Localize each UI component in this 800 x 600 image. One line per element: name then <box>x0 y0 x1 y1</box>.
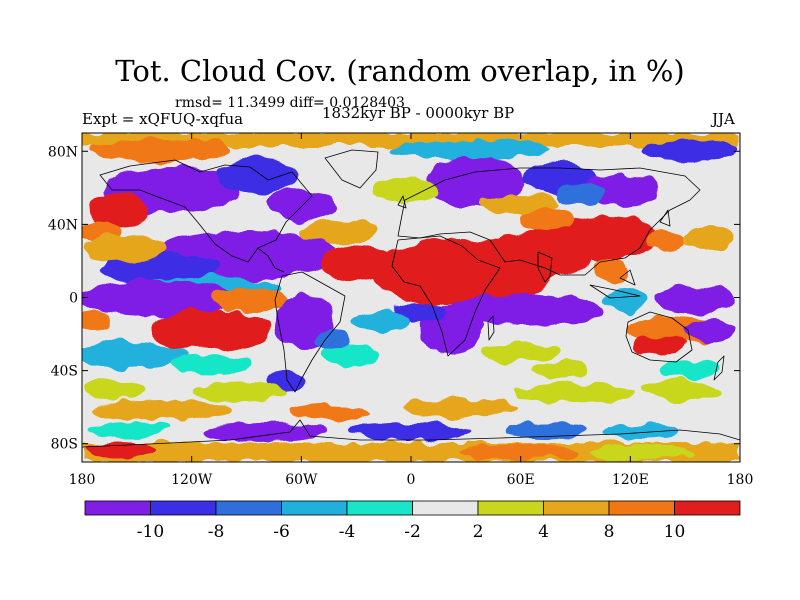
colorbar-swatch <box>674 500 741 516</box>
colorbar-swatch <box>477 500 544 516</box>
lon-label: 180 <box>69 472 96 488</box>
lat-label: 40N <box>48 217 78 233</box>
colorbar-label: 2 <box>473 522 484 542</box>
longitude-axis: 180 120W 60W 0 60E 120E 180 <box>69 133 754 488</box>
lon-label: 120W <box>171 472 213 488</box>
experiment-label: Expt = xQFUQ-xqfua <box>82 110 244 128</box>
colorbar-swatch <box>412 500 479 516</box>
time-period: 1832kyr BP - 0000kyr BP <box>322 104 515 122</box>
colorbar-label: -4 <box>339 522 356 542</box>
colorbar-swatch <box>543 500 610 516</box>
latitude-axis: 80N 40N 0 40S 80S <box>48 144 740 453</box>
coastlines <box>82 149 740 448</box>
lat-label: 40S <box>51 364 78 380</box>
lon-label: 0 <box>407 472 416 488</box>
lon-label: 60W <box>285 472 318 488</box>
plot-title: Tot. Cloud Cov. (random overlap, in %) <box>115 54 685 88</box>
colorbar-label: -8 <box>208 522 225 542</box>
colorbar-label: -6 <box>273 522 290 542</box>
lat-label: 0 <box>69 291 78 307</box>
colorbar-label: 10 <box>664 522 686 542</box>
rmsd-diff-stats: rmsd= 11.3499 diff= 0.0128403 <box>175 95 405 111</box>
cloud-cover-field <box>82 133 740 462</box>
colorbar-label: -2 <box>404 522 421 542</box>
lat-label: 80S <box>51 437 78 453</box>
colorbar-label: -10 <box>137 522 164 542</box>
colorbar-swatch <box>150 500 217 516</box>
colorbar-swatch <box>84 500 151 516</box>
lon-label: 120E <box>612 472 649 488</box>
colorbar-swatch <box>281 500 348 516</box>
colorbar-swatch <box>608 500 675 516</box>
colorbar-label: 4 <box>538 522 549 542</box>
colorbar-label: 8 <box>604 522 615 542</box>
colorbar-swatch <box>215 500 282 516</box>
colorbar: -10 -8 -6 -4 -2 2 4 8 10 <box>84 500 741 542</box>
lon-label: 60E <box>507 472 535 488</box>
season-label: JJA <box>712 110 735 128</box>
lon-label: 180 <box>727 472 754 488</box>
colorbar-swatch <box>346 500 413 516</box>
lat-label: 80N <box>48 144 78 160</box>
